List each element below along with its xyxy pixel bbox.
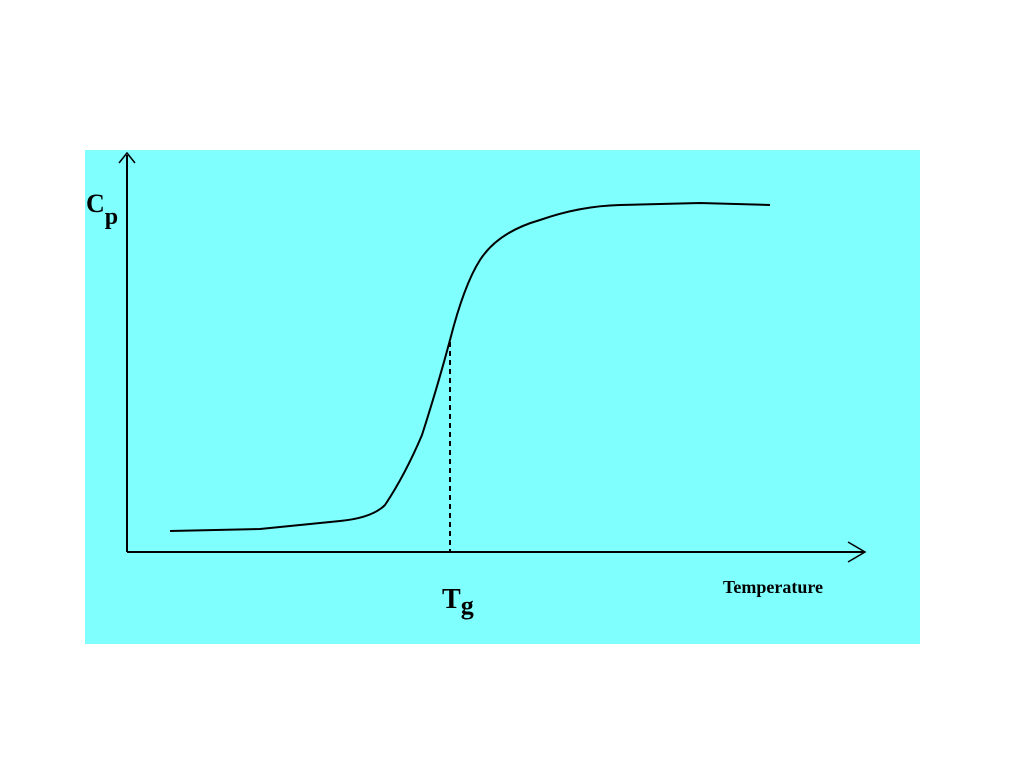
y-axis-label-main: C [86,189,105,218]
cp-curve [169,201,771,532]
y-axis-label: Cp [86,189,118,230]
background-panel [85,150,920,644]
tg-label-main: T [442,584,461,615]
x-axis-arrow [847,541,867,563]
tg-label-sub: g [461,591,474,620]
x-axis-label: Temperature [723,577,823,597]
y-axis-arrow [118,151,136,164]
tg-label: Tg [442,584,474,620]
y-axis-label-sub: p [105,204,118,230]
